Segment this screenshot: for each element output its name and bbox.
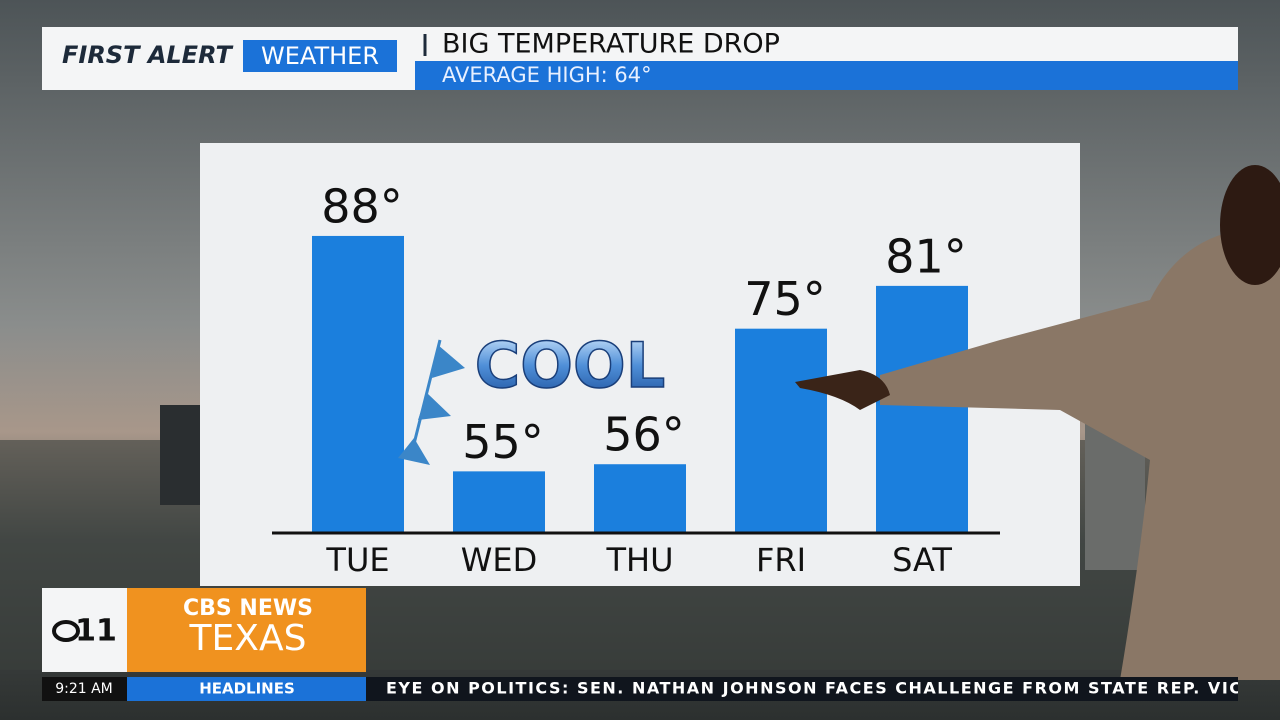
station-logo bbox=[42, 588, 127, 672]
value-label: 75° bbox=[744, 272, 826, 326]
bar bbox=[312, 235, 404, 532]
annotation: COOL bbox=[475, 329, 665, 402]
x-tick-label: WED bbox=[461, 541, 538, 579]
value-label: 55° bbox=[462, 415, 544, 469]
presenter bbox=[880, 200, 1280, 680]
time: 9:21 AM bbox=[55, 681, 113, 697]
headline-box bbox=[366, 677, 1238, 701]
presenter-hand bbox=[795, 370, 890, 410]
front-triangle bbox=[432, 345, 465, 378]
region-name: TEXAS bbox=[189, 618, 307, 659]
front-triangle bbox=[398, 438, 430, 465]
brand-first: FIRST ALERT bbox=[62, 41, 233, 69]
brand-weather: WEATHER bbox=[261, 42, 379, 70]
x-tick-label: TUE bbox=[325, 541, 389, 579]
section: HEADLINES bbox=[199, 680, 295, 698]
cbs-eye bbox=[52, 620, 80, 642]
brand-box bbox=[243, 40, 397, 72]
network-box bbox=[127, 588, 366, 672]
bar bbox=[876, 285, 968, 532]
value-label: 88° bbox=[321, 179, 403, 233]
x-tick-label: SAT bbox=[892, 541, 952, 579]
plot: TUE 88° WED 55° THU 56° FRI 75° SAT 81° bbox=[272, 179, 1000, 579]
building bbox=[160, 405, 200, 505]
network-name: CBS NEWS bbox=[183, 596, 313, 621]
channel-number: 11 bbox=[75, 614, 117, 649]
headline: EYE ON POLITICS: SEN. NATHAN JOHNSON FAC… bbox=[386, 679, 1255, 698]
bar bbox=[735, 328, 827, 532]
headline-clip: EYE ON POLITICS: SEN. NATHAN JOHNSON FAC… bbox=[386, 679, 1255, 698]
x-tick-label: THU bbox=[605, 541, 673, 579]
section-box bbox=[127, 677, 366, 701]
value-label: 56° bbox=[603, 408, 685, 462]
bar bbox=[594, 464, 686, 532]
presenter-head bbox=[1220, 165, 1280, 285]
value-label: 81° bbox=[885, 229, 967, 283]
front-triangle bbox=[418, 393, 451, 420]
time-box bbox=[42, 677, 127, 701]
header-subtitle: AVERAGE HIGH: 64° bbox=[442, 63, 652, 87]
x-tick-label: FRI bbox=[756, 541, 806, 579]
bar bbox=[453, 471, 545, 532]
header-title: BIG TEMPERATURE DROP bbox=[442, 29, 780, 60]
subtitle-bar bbox=[415, 61, 1238, 90]
